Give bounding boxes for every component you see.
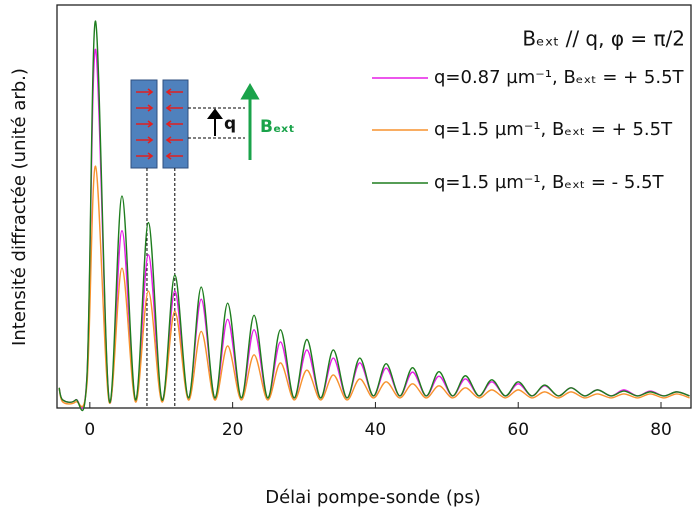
- x-tick-label: 60: [507, 420, 529, 440]
- legend-label: q=1.5 µm⁻¹, Bₑₓₜ = - 5.5T: [434, 172, 665, 193]
- spin-arrows: [136, 88, 183, 160]
- q-guides: [188, 107, 245, 139]
- x-tick-label: 40: [365, 420, 387, 440]
- x-tick-label: 0: [84, 420, 95, 440]
- q-label: q: [224, 114, 236, 134]
- q-arrow: [207, 108, 223, 136]
- y-axis-label: Intensité diffractée (unité arb.): [9, 68, 30, 346]
- annotation: Bₑₓₜ // q, φ = π/2: [522, 27, 685, 51]
- x-tick-label: 80: [650, 420, 672, 440]
- plot-frame: [56, 4, 692, 409]
- b-label: Bₑₓₜ: [260, 117, 295, 137]
- legend-label: q=1.5 µm⁻¹, Bₑₓₜ = + 5.5T: [434, 119, 673, 140]
- legend-label: q=0.87 µm⁻¹, Bₑₓₜ = + 5.5T: [434, 67, 685, 88]
- x-axis-label: Délai pompe-sonde (ps): [265, 487, 481, 508]
- series-line: [58, 20, 690, 412]
- x-tick-label: 20: [222, 420, 244, 440]
- inset: q Bₑₓₜ: [130, 79, 295, 169]
- series-line: [58, 165, 690, 408]
- b-arrow: [240, 83, 260, 160]
